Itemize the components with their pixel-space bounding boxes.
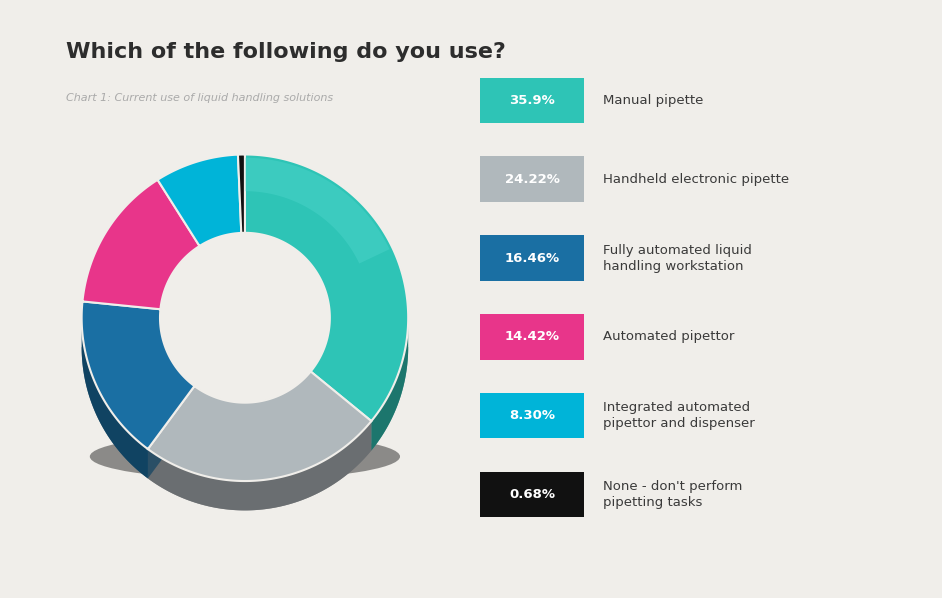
Polygon shape — [157, 155, 241, 246]
Polygon shape — [82, 301, 194, 449]
Polygon shape — [148, 401, 371, 511]
Ellipse shape — [89, 434, 400, 480]
Polygon shape — [311, 318, 330, 401]
FancyBboxPatch shape — [480, 78, 584, 123]
Text: 8.30%: 8.30% — [510, 409, 555, 422]
Polygon shape — [245, 154, 408, 421]
Polygon shape — [82, 347, 194, 478]
Polygon shape — [148, 371, 371, 481]
FancyBboxPatch shape — [480, 157, 584, 202]
Text: Automated pipettor: Automated pipettor — [603, 330, 734, 343]
FancyBboxPatch shape — [480, 471, 584, 517]
Text: Integrated automated
pipettor and dispenser: Integrated automated pipettor and dispen… — [603, 401, 755, 430]
Text: 0.68%: 0.68% — [510, 488, 555, 501]
FancyBboxPatch shape — [480, 314, 584, 359]
Polygon shape — [245, 158, 389, 264]
Text: Handheld electronic pipette: Handheld electronic pipette — [603, 173, 789, 186]
Text: Which of the following do you use?: Which of the following do you use? — [66, 42, 506, 62]
FancyBboxPatch shape — [480, 393, 584, 438]
Text: Fully automated liquid
handling workstation: Fully automated liquid handling workstat… — [603, 243, 752, 273]
FancyBboxPatch shape — [480, 235, 584, 281]
Text: 35.9%: 35.9% — [510, 94, 555, 107]
Text: 14.42%: 14.42% — [505, 330, 560, 343]
Polygon shape — [311, 347, 408, 450]
Text: Chart 1: Current use of liquid handling solutions: Chart 1: Current use of liquid handling … — [66, 93, 333, 103]
Polygon shape — [83, 180, 200, 309]
Polygon shape — [194, 371, 311, 432]
Polygon shape — [160, 318, 194, 416]
Polygon shape — [238, 154, 245, 233]
Polygon shape — [371, 318, 408, 450]
Text: Manual pipette: Manual pipette — [603, 94, 704, 107]
Text: None - don't perform
pipetting tasks: None - don't perform pipetting tasks — [603, 480, 742, 509]
Text: 24.22%: 24.22% — [505, 173, 560, 186]
Polygon shape — [148, 421, 371, 511]
Text: 16.46%: 16.46% — [505, 252, 560, 264]
Polygon shape — [82, 318, 148, 478]
